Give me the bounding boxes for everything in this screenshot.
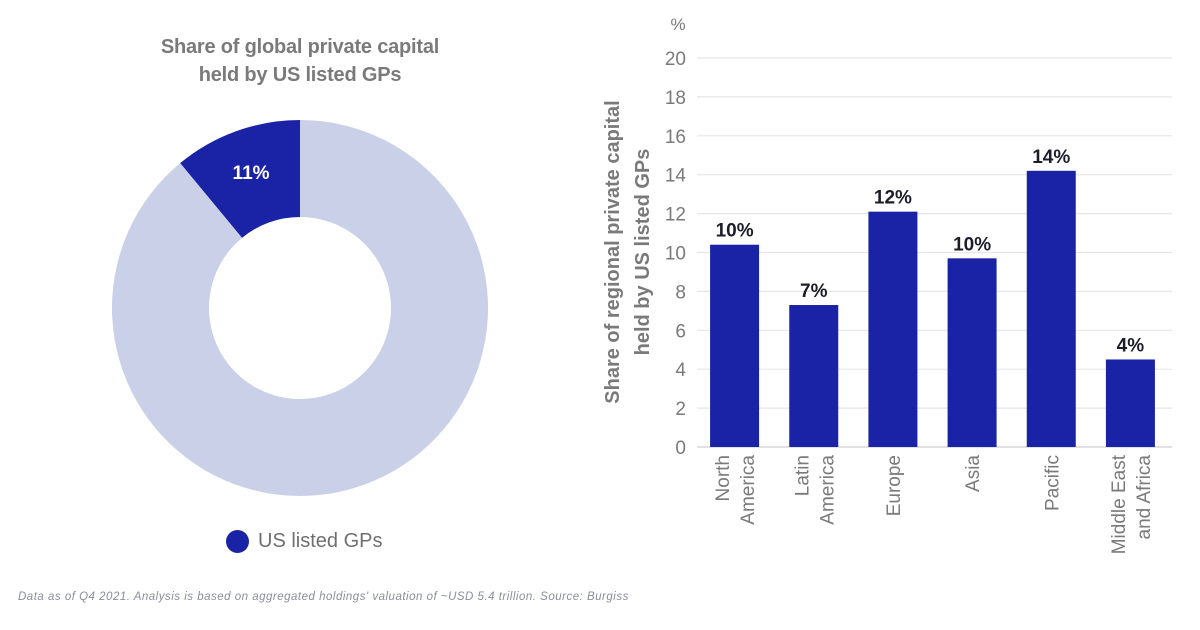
bar-north-america [710, 244, 760, 447]
y-tick-label-0: 0 [675, 438, 686, 459]
donut-title-line-1: Share of global private capital [160, 36, 440, 58]
x-tick-label-line: America [738, 455, 759, 525]
bar-asia [947, 258, 997, 447]
donut-chart-title: Share of global private capital held by … [100, 33, 500, 89]
donut-slice-us-listed-gps [180, 120, 300, 238]
y-tick-label-8: 8 [675, 282, 686, 303]
bar-pacific [1026, 170, 1076, 447]
x-tick-label-line: Pacific [1042, 455, 1063, 511]
x-tick-label-pacific: Pacific [1042, 455, 1063, 511]
footnote: Data as of Q4 2021. Analysis is based on… [18, 591, 629, 603]
donut-slice-label-us-listed-gps: 11% [233, 163, 270, 184]
x-tick-label-europe: Europe [884, 455, 905, 516]
bar-data-label-north-america: 10% [716, 221, 754, 242]
y-tick-label-12: 12 [665, 205, 686, 226]
y-tick-label-2: 2 [675, 399, 686, 420]
bar-data-label-middle-east-and-africa: 4% [1117, 335, 1145, 356]
y-axis-unit-label: % [670, 15, 685, 34]
x-tick-label-line: North [713, 455, 734, 501]
x-tick-label-line: Europe [884, 455, 905, 516]
y-axis-title: Share of regional private capital held by… [602, 100, 654, 403]
bar-data-label-asia: 10% [953, 234, 991, 255]
x-tick-label-asia: Asia [963, 455, 984, 492]
y-axis-title-line-1: Share of regional private capital [602, 100, 624, 403]
donut-legend: US listed GPs [226, 530, 382, 553]
y-tick-label-14: 14 [665, 166, 687, 187]
x-tick-label-north-america: North America [713, 455, 759, 525]
y-tick-label-16: 16 [665, 127, 686, 148]
x-tick-label-line: Latin [792, 455, 813, 496]
donut-slice-other [112, 119, 488, 496]
x-tick-label-line: and Africa [1134, 455, 1155, 540]
y-axis-title-line-2: held by US listed GPs [632, 149, 654, 356]
bar-data-label-europe: 12% [874, 188, 912, 209]
circle-swatch-icon [226, 530, 249, 553]
x-tick-label-line: Middle East [1109, 454, 1130, 554]
y-tick-label-6: 6 [675, 321, 686, 342]
donut-title-line-2: held by US listed GPs [198, 64, 402, 86]
y-tick-label-18: 18 [665, 88, 686, 109]
y-tick-label-10: 10 [665, 244, 686, 265]
y-tick-label-20: 20 [665, 49, 686, 70]
bar-chart: % 0 2 4 6 8 10 12 14 16 18 20 Share of regional priv… [602, 15, 1172, 554]
bar-europe [868, 211, 918, 447]
x-tick-label-line: America [817, 455, 838, 525]
x-tick-label-line: Asia [963, 455, 984, 492]
bar-data-label-pacific: 14% [1032, 147, 1070, 168]
donut-chart: 11% [112, 119, 488, 496]
x-tick-label-middle-east-and-africa: Middle East and Africa [1109, 454, 1155, 554]
x-tick-label-latin-america: Latin America [792, 455, 838, 525]
y-tick-label-4: 4 [675, 360, 686, 381]
bar-latin-america [789, 305, 839, 447]
bar-middle-east-and-africa [1105, 359, 1155, 447]
bar-data-label-latin-america: 7% [800, 281, 828, 302]
legend-label-us-listed-gps: US listed GPs [258, 530, 383, 552]
